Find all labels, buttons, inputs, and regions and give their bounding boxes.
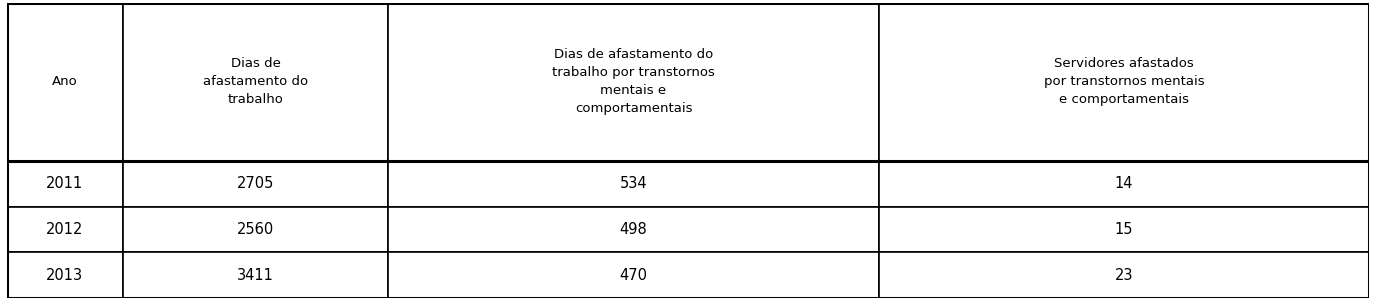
Text: 23: 23 [1115, 268, 1134, 283]
Bar [7, 161, 122, 206]
Bar [7, 3, 122, 161]
Bar [7, 252, 122, 298]
Bar [879, 3, 1369, 161]
Text: Ano: Ano [52, 76, 77, 88]
Text: 2560: 2560 [237, 222, 274, 237]
Text: 3411: 3411 [237, 268, 274, 283]
Bar [388, 252, 879, 298]
Text: 498: 498 [619, 222, 647, 237]
Bar [122, 206, 388, 252]
Bar [879, 206, 1369, 252]
Text: 470: 470 [619, 268, 648, 283]
Bar [122, 161, 388, 206]
Bar [388, 3, 879, 161]
Text: 2013: 2013 [47, 268, 84, 283]
Bar [122, 252, 388, 298]
Text: 2705: 2705 [237, 176, 274, 191]
Text: 14: 14 [1115, 176, 1134, 191]
Text: 534: 534 [619, 176, 647, 191]
Text: Dias de afastamento do
trabalho por transtornos
mentais e
comportamentais: Dias de afastamento do trabalho por tran… [552, 48, 716, 115]
Text: Servidores afastados
por transtornos mentais
e comportamentais: Servidores afastados por transtornos men… [1043, 57, 1204, 107]
Text: 15: 15 [1115, 222, 1134, 237]
Text: Dias de
afastamento do
trabalho: Dias de afastamento do trabalho [202, 57, 308, 107]
Bar [122, 3, 388, 161]
Bar [879, 252, 1369, 298]
Text: 2012: 2012 [45, 222, 84, 237]
Bar [7, 206, 122, 252]
Bar [388, 206, 879, 252]
Text: 2011: 2011 [47, 176, 84, 191]
Bar [879, 161, 1369, 206]
Bar [388, 161, 879, 206]
